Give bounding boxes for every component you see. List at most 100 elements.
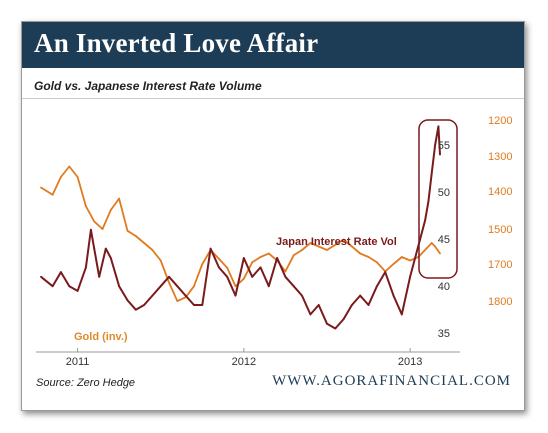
divider bbox=[22, 98, 524, 99]
left-tick-label: 50 bbox=[438, 187, 450, 199]
japan-data-point bbox=[60, 271, 62, 273]
japan-data-point bbox=[342, 318, 345, 320]
japan-data-point bbox=[242, 257, 245, 259]
japan-data-point bbox=[367, 304, 370, 306]
japan-data-point bbox=[427, 200, 430, 203]
japan-data-point bbox=[126, 299, 129, 302]
japan-data-point bbox=[309, 313, 312, 316]
japan-data-point bbox=[201, 304, 204, 306]
gold-data-point bbox=[439, 252, 441, 255]
japan-data-point bbox=[259, 266, 262, 269]
japan-data-point bbox=[326, 322, 328, 325]
right-tick-label: 1800 bbox=[488, 296, 512, 308]
gold-data-point bbox=[267, 252, 270, 255]
gold-data-point bbox=[126, 229, 129, 232]
japan-data-point bbox=[85, 266, 87, 269]
gold-data-point bbox=[76, 176, 79, 178]
chart-svg: 35 40 45 50 55 1200 1300 1400 1500 1700 1800 2011… bbox=[36, 115, 512, 368]
japan-data-point bbox=[98, 275, 101, 278]
gold-data-point bbox=[226, 266, 229, 269]
gold-data-point bbox=[68, 165, 71, 168]
japan-data-point bbox=[151, 294, 154, 297]
japan-data-point bbox=[359, 294, 362, 297]
gold-data-point bbox=[367, 256, 370, 258]
left-tick-label: 35 bbox=[438, 328, 450, 340]
japan-data-point bbox=[134, 308, 137, 311]
gold-data-point bbox=[168, 281, 170, 284]
gold-data-point bbox=[425, 247, 428, 250]
gold-data-point bbox=[109, 209, 112, 211]
gold-data-point bbox=[284, 270, 287, 273]
gold-data-point bbox=[159, 259, 162, 262]
japan-data-point bbox=[118, 285, 120, 288]
gold-data-point bbox=[317, 245, 320, 248]
source-note: Source: Zero Hedge bbox=[36, 377, 136, 389]
japan-data-point bbox=[234, 294, 237, 297]
right-tick-label: 1700 bbox=[488, 259, 512, 271]
gold-data-point bbox=[292, 254, 295, 257]
japan-data-point bbox=[209, 247, 212, 250]
gold-data-point bbox=[409, 259, 411, 262]
japan-data-point bbox=[51, 285, 54, 288]
japan-data-point bbox=[414, 257, 416, 259]
japan-data-point bbox=[276, 257, 278, 259]
japan-data-point bbox=[143, 304, 145, 306]
right-tick-label: 1300 bbox=[488, 151, 512, 163]
site-url[interactable]: WWW.AGORAFINANCIAL.COM bbox=[272, 373, 511, 389]
gold-data-point bbox=[40, 186, 42, 189]
right-tick-label: 1400 bbox=[488, 186, 512, 198]
gold-data-point bbox=[218, 257, 220, 260]
left-tick-label: 45 bbox=[438, 234, 450, 246]
gold-data-point bbox=[118, 197, 120, 200]
japan-data-point bbox=[218, 266, 220, 269]
gold-data-point bbox=[326, 249, 328, 251]
gold-data-point bbox=[359, 252, 362, 255]
japan-data-point bbox=[68, 285, 71, 288]
japan-data-point bbox=[400, 313, 403, 316]
gold-series-line bbox=[40, 165, 441, 302]
left-axis-ticks: 35 40 45 50 55 bbox=[438, 140, 450, 340]
japan-data-point bbox=[351, 304, 353, 306]
japan-data-point bbox=[176, 285, 179, 288]
japan-data-point bbox=[267, 285, 270, 288]
gold-data-point bbox=[334, 243, 337, 246]
japan-data-point bbox=[437, 125, 440, 128]
x-axis-ticks: 2011 2012 2013 bbox=[66, 348, 422, 368]
gold-data-point bbox=[392, 263, 395, 265]
gold-series-label: Gold (inv.) bbox=[74, 331, 128, 343]
japan-data-point bbox=[430, 172, 433, 175]
japan-data-point bbox=[376, 285, 378, 288]
japan-data-point bbox=[384, 271, 387, 273]
chart-card: An Inverted Love Affair Gold vs. Japanes… bbox=[21, 21, 525, 411]
japan-data-point bbox=[93, 247, 96, 250]
gold-data-point bbox=[60, 176, 62, 178]
left-tick-label: 40 bbox=[438, 281, 450, 293]
gold-data-point bbox=[193, 285, 195, 288]
japan-series bbox=[40, 125, 441, 330]
gold-data-point bbox=[93, 220, 96, 223]
x-tick-label: 2013 bbox=[398, 356, 422, 368]
japan-data-point bbox=[76, 290, 79, 292]
gold-data-point bbox=[234, 285, 237, 288]
gold-data-point bbox=[434, 245, 436, 248]
gold-data-point bbox=[134, 235, 137, 237]
gold-data-point bbox=[430, 242, 433, 244]
gold-data-point bbox=[201, 263, 204, 265]
japan-data-point bbox=[301, 294, 303, 297]
gold-data-point bbox=[176, 300, 179, 302]
japan-data-point bbox=[184, 294, 187, 297]
japan-data-point bbox=[226, 275, 229, 278]
japan-data-point bbox=[251, 275, 254, 278]
japan-data-point bbox=[193, 304, 195, 306]
japan-data-point bbox=[409, 275, 411, 278]
japan-data-point bbox=[434, 144, 436, 147]
gold-data-point bbox=[309, 242, 312, 244]
gold-data-point bbox=[143, 242, 145, 244]
japan-data-point bbox=[334, 327, 337, 330]
left-tick-label: 55 bbox=[438, 140, 450, 152]
gold-series bbox=[40, 165, 441, 302]
japan-data-point bbox=[104, 247, 107, 250]
japan-series-label: Japan Interest Rate Vol bbox=[276, 236, 397, 248]
gold-data-point bbox=[342, 238, 345, 241]
gold-data-point bbox=[242, 277, 245, 280]
